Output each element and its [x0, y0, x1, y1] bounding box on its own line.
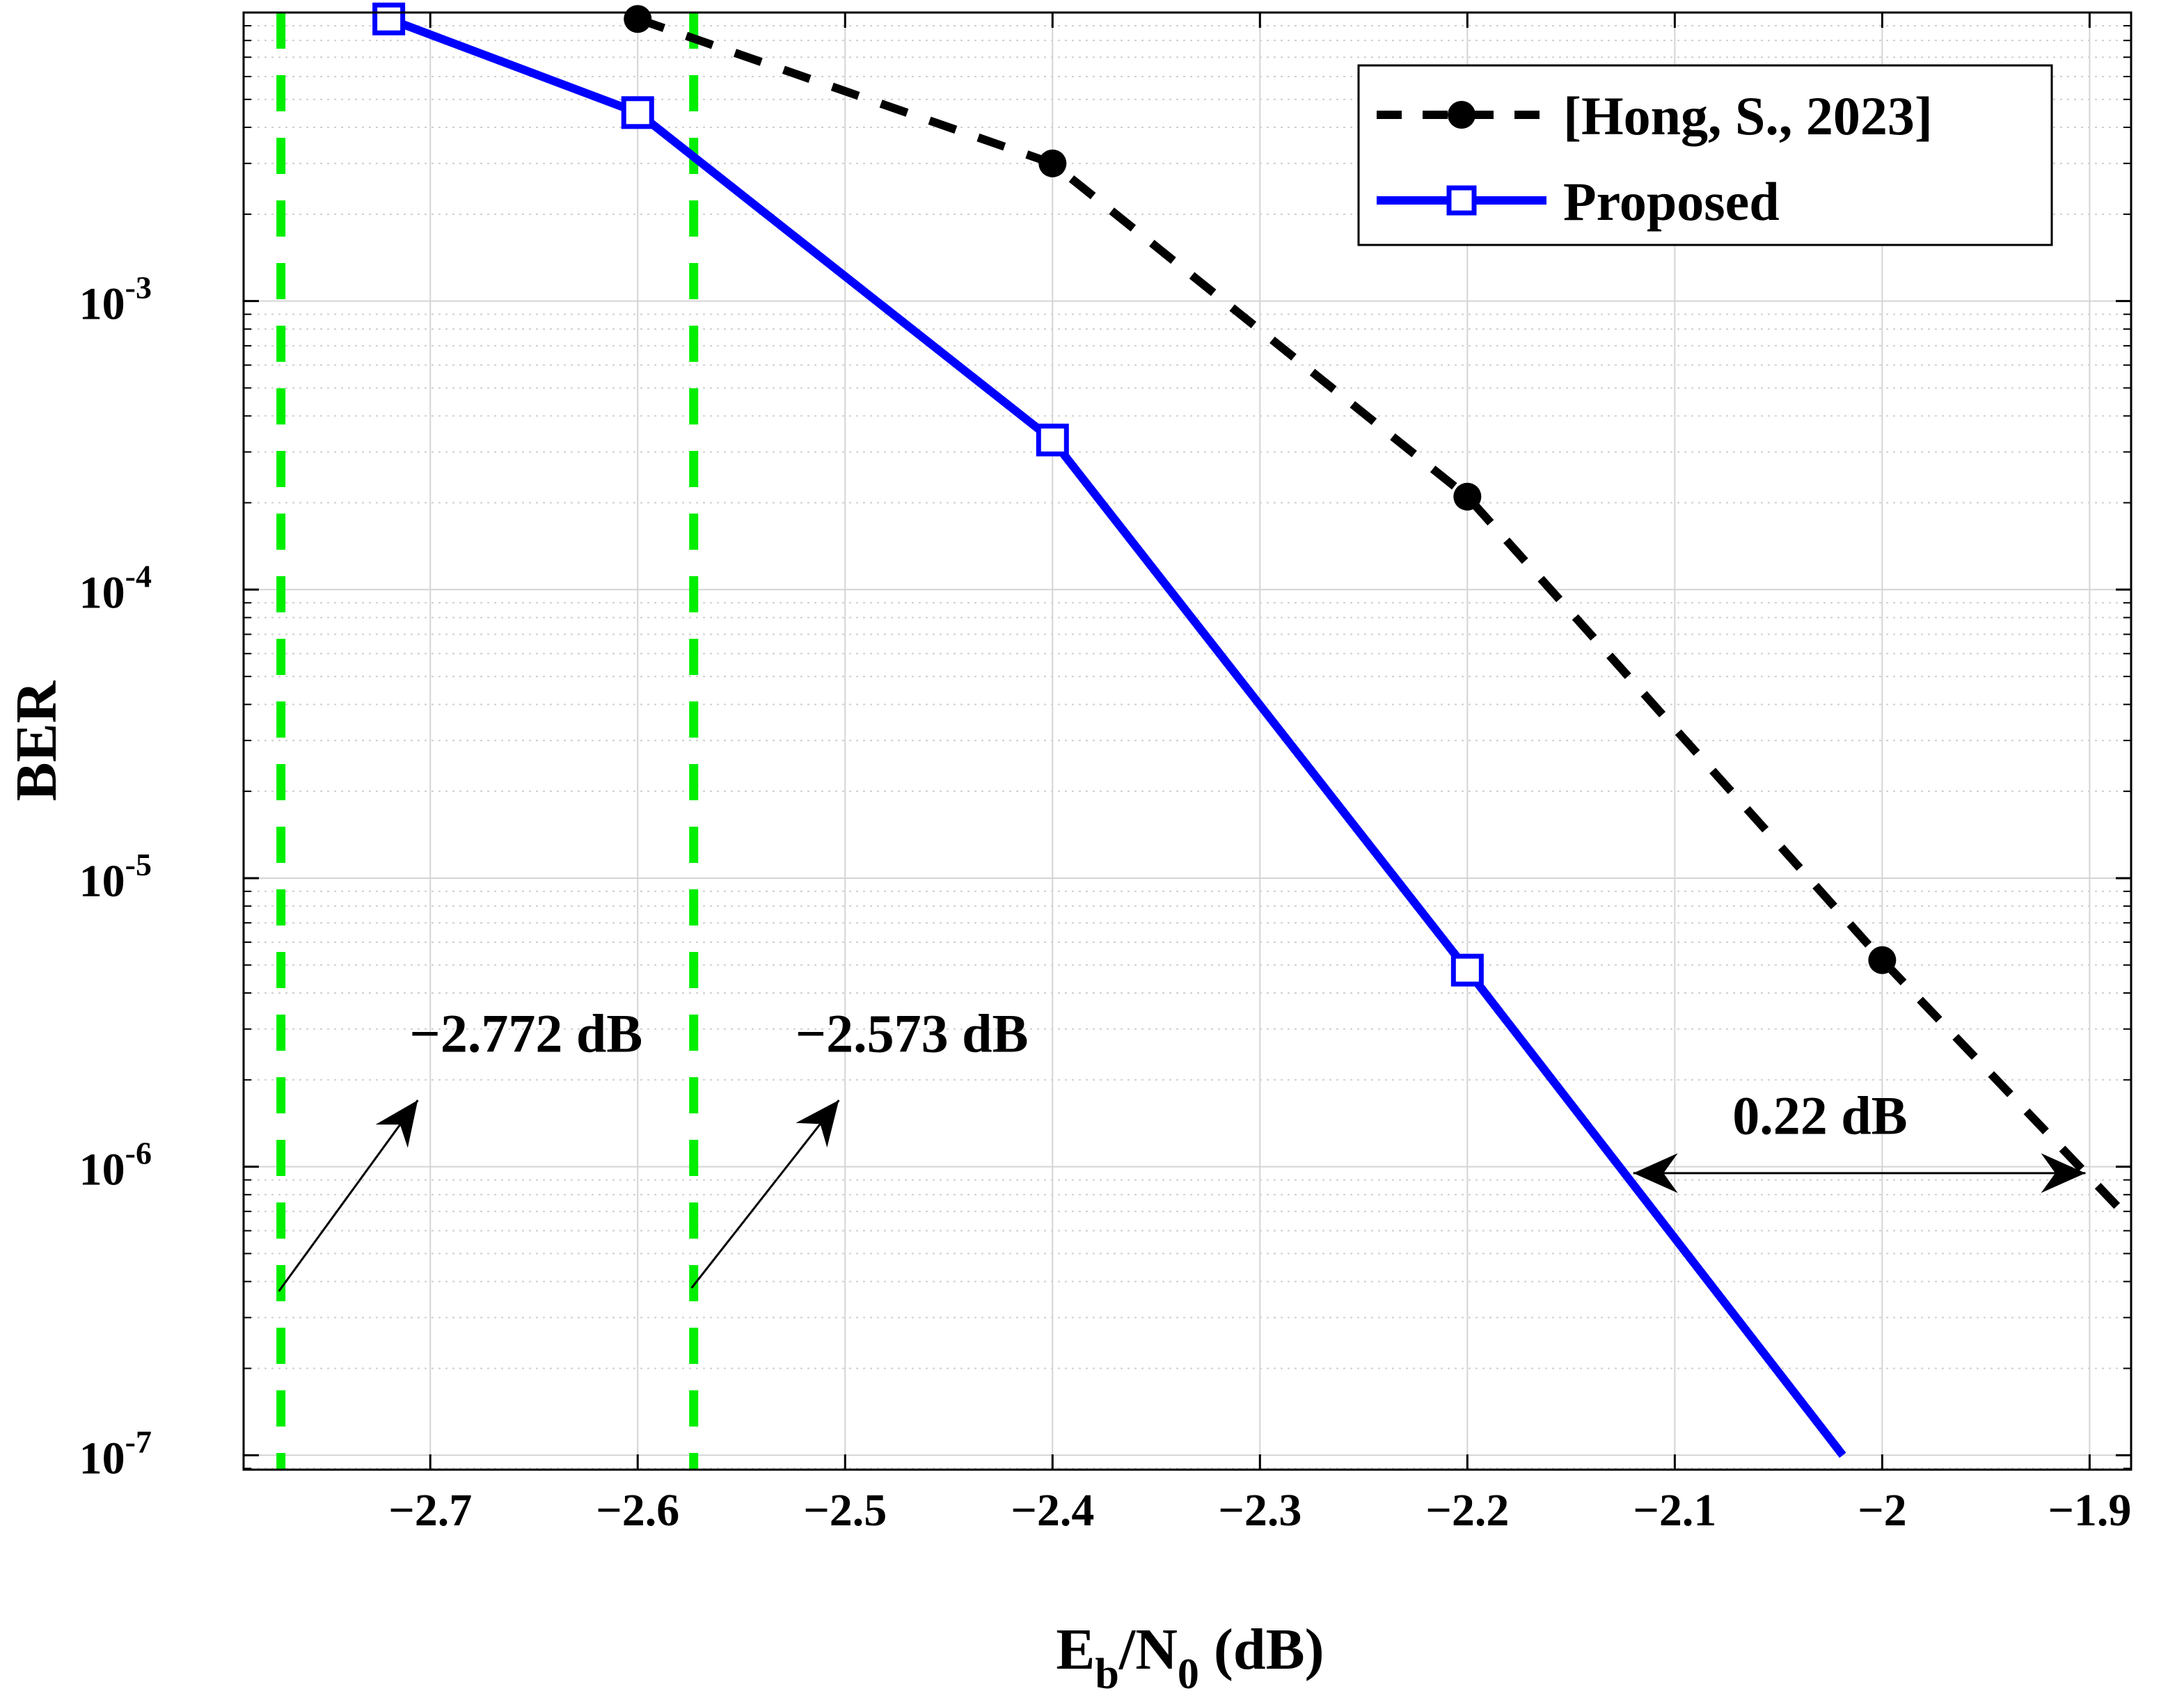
y-tick-labels: 10-3 10-4 10-5 10-6 10-7 — [79, 270, 152, 1484]
major-grid — [244, 13, 2131, 1470]
legend-marker-proposed — [1446, 185, 1477, 216]
x-axis-label-sub1: b — [1095, 1651, 1118, 1698]
axis-ticks — [244, 13, 2131, 1470]
x-tick-label: −2.3 — [1218, 1485, 1301, 1536]
legend-label-hong: [Hong, S., 2023] — [1563, 86, 1933, 146]
series-proposed-marker — [621, 96, 654, 129]
x-tick-label: −2.7 — [388, 1485, 472, 1536]
series-proposed-marker — [372, 2, 406, 35]
x-tick-labels: −2.7 −2.6 −2.5 −2.4 −2.3 −2.2 −2.1 −2 −1.9 — [388, 1485, 2131, 1536]
series-layer — [372, 2, 2131, 1458]
series-hong-marker — [1453, 482, 1482, 511]
legend-marker-hong — [1448, 101, 1475, 129]
x-tick-label: −1.9 — [2048, 1485, 2131, 1536]
y-tick-label: 10-3 — [79, 270, 152, 330]
x-tick-label: −2.1 — [1633, 1485, 1716, 1536]
x-tick-label: −2 — [1858, 1485, 1907, 1536]
series-hong-marker — [1868, 946, 1897, 974]
annotation-arrowhead — [375, 1100, 418, 1148]
legend-label-proposed: Proposed — [1563, 171, 1780, 232]
annotation-arrow-line — [690, 1099, 840, 1289]
annotation-label: −2.772 dB — [409, 1003, 642, 1064]
series-proposed-marker — [1036, 423, 1069, 456]
x-axis-label: Eb/N0 (dB) — [1056, 1617, 1324, 1698]
y-tick-label: 10-4 — [79, 558, 152, 618]
y-axis-label: BER — [4, 680, 69, 801]
series-hong-line — [636, 15, 2131, 1224]
annotations: −2.772 dB −2.573 dB 0.22 dB — [278, 1003, 2086, 1292]
y-tick-label: 10-6 — [79, 1136, 152, 1195]
legend: [Hong, S., 2023] Proposed — [1357, 64, 2053, 246]
series-proposed-marker — [1450, 953, 1484, 987]
x-tick-label: −2.6 — [596, 1485, 679, 1536]
annotation-label: −2.573 dB — [796, 1003, 1029, 1064]
x-tick-label: −2.2 — [1425, 1485, 1509, 1536]
y-tick-label: 10-5 — [79, 847, 152, 907]
annotation-arrowhead — [1633, 1153, 1678, 1193]
x-axis-label-mid: /N — [1118, 1617, 1178, 1682]
x-tick-label: −2.5 — [803, 1485, 887, 1536]
x-axis-label-tail: (dB) — [1199, 1617, 1324, 1682]
threshold-lines — [276, 13, 699, 1470]
series-hong-marker — [1038, 149, 1067, 177]
annotation-arrow-line — [278, 1099, 419, 1292]
annotation-arrowhead — [796, 1100, 839, 1147]
annotation-label: 0.22 dB — [1732, 1085, 1907, 1145]
x-tick-label: −2.4 — [1011, 1485, 1094, 1536]
x-axis-label-main: E — [1056, 1617, 1095, 1682]
annotation-arrowhead — [2041, 1153, 2086, 1193]
y-tick-label: 10-7 — [79, 1424, 152, 1484]
x-axis-label-sub2: 0 — [1178, 1651, 1199, 1698]
